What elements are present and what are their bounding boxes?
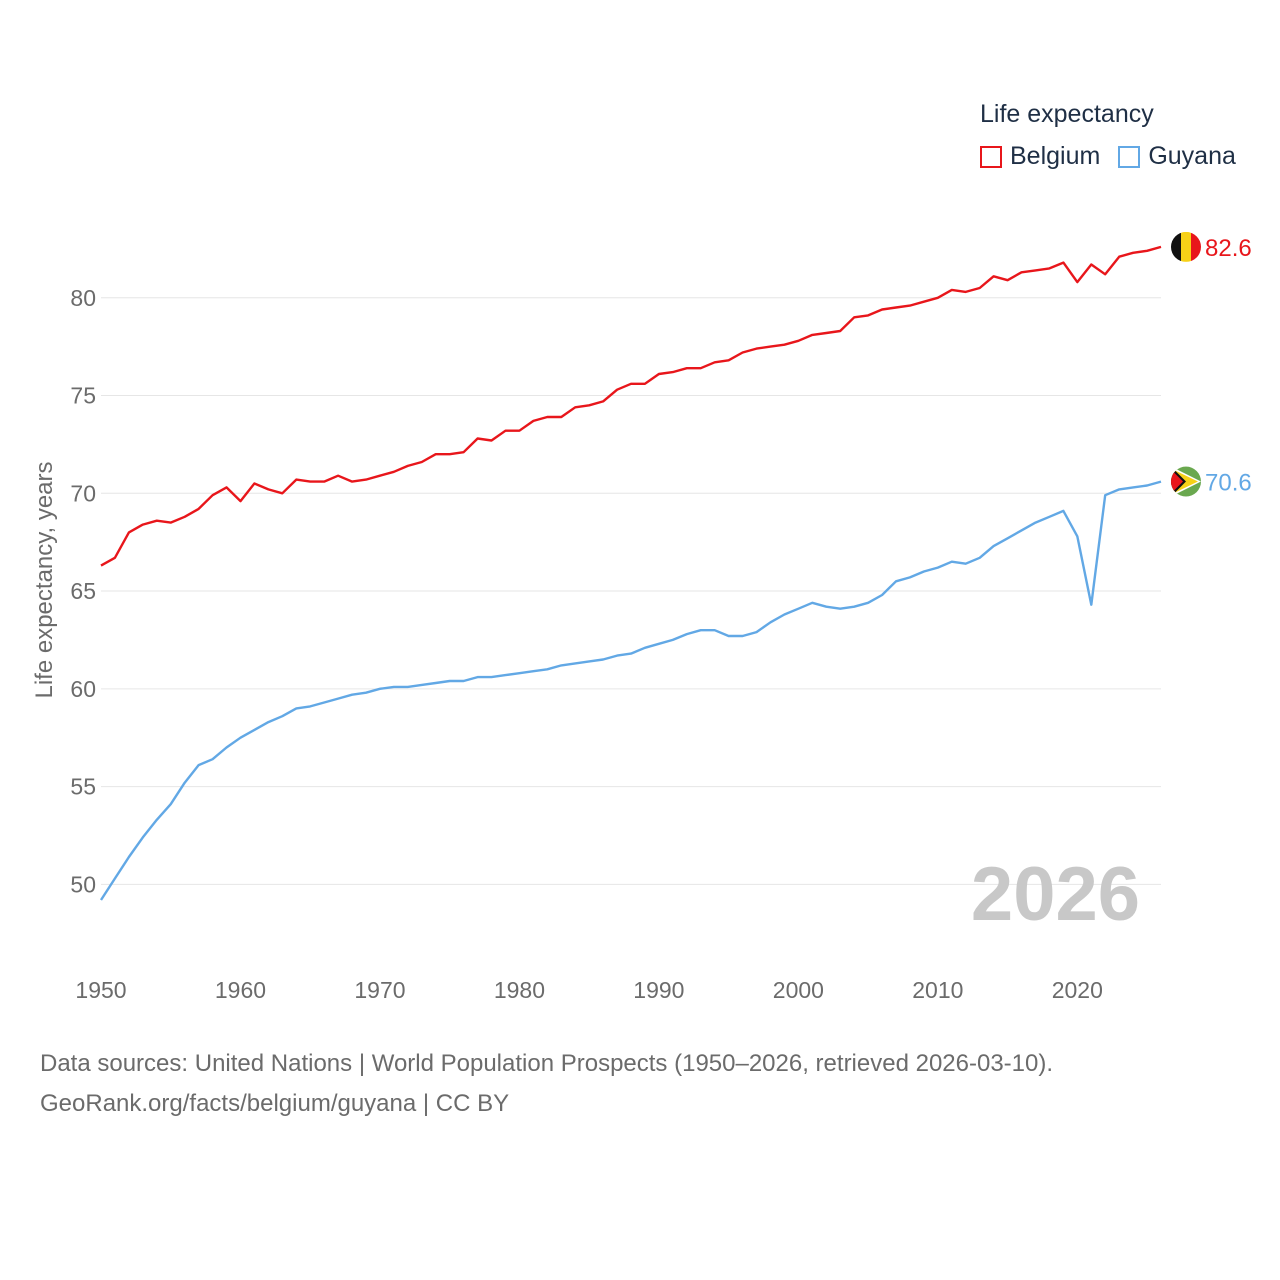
x-tick-label: 1970	[354, 977, 405, 1003]
x-tick-label: 1990	[633, 977, 684, 1003]
y-tick-label: 75	[70, 383, 96, 409]
x-tick-label: 2020	[1052, 977, 1103, 1003]
end-flags: 82.6 70.6	[1171, 231, 1252, 497]
x-tick-label: 1960	[215, 977, 266, 1003]
belgium-flag-icon	[1171, 231, 1201, 262]
line-chart: 50 55 60 65 70 75 80 1950 1960 1970 1980 1990 2000 2…	[31, 231, 1252, 1003]
series-lines	[99, 245, 1162, 901]
legend-title: Life expectancy	[980, 100, 1154, 128]
credit-line[interactable]: GeoRank.org/facts/belgium/guyana | CC BY	[40, 1090, 510, 1117]
x-tick-labels: 1950 1960 1970 1980 1990 2000 2010 2020	[75, 977, 1102, 1003]
legend-label-guyana: Guyana	[1148, 142, 1236, 170]
y-tick-label: 50	[70, 871, 96, 897]
legend-swatch-guyana	[1118, 145, 1141, 168]
legend-label-belgium: Belgium	[1010, 142, 1101, 170]
y-axis-label: Life expectancy, years	[31, 461, 58, 698]
legend-item-guyana[interactable]: Guyana	[1118, 142, 1236, 171]
series-line-belgium	[100, 245, 1162, 567]
y-tick-label: 80	[70, 285, 96, 311]
y-tick-label: 55	[70, 774, 96, 800]
legend-item-belgium[interactable]: Belgium	[980, 142, 1100, 171]
legend: Belgium Guyana	[980, 142, 1254, 171]
series-line-guyana	[99, 480, 1162, 901]
end-value-label-guyana: 70.6	[1205, 470, 1252, 497]
y-tick-label: 70	[70, 480, 96, 506]
y-tick-label: 65	[70, 578, 96, 604]
guyana-flag-icon	[1171, 466, 1201, 497]
x-tick-label: 2010	[912, 977, 963, 1003]
legend-swatch-belgium	[980, 145, 1002, 168]
year-watermark: 2026	[971, 852, 1140, 937]
x-tick-label: 1980	[494, 977, 545, 1003]
grid-lines	[101, 297, 1161, 885]
y-tick-labels: 50 55 60 65 70 75 80	[70, 285, 96, 898]
y-tick-label: 60	[70, 676, 96, 702]
end-value-label-belgium: 82.6	[1205, 235, 1252, 262]
source-footer: Data sources: United Nations | World Pop…	[40, 1044, 1053, 1124]
source-line: Data sources: United Nations | World Pop…	[40, 1050, 1054, 1077]
x-tick-label: 2000	[773, 977, 824, 1003]
x-tick-label: 1950	[75, 977, 126, 1003]
